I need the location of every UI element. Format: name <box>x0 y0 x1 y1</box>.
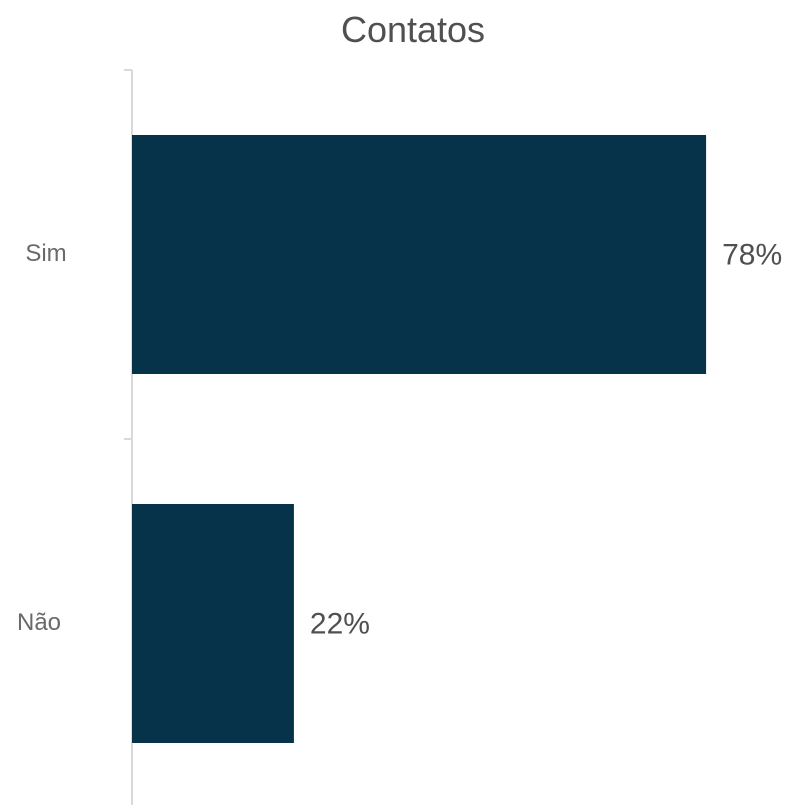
bar-nao <box>132 504 294 743</box>
chart-title: Contatos <box>341 9 485 50</box>
labels-layer: Sim 78% Não 22% <box>17 238 782 640</box>
bar-sim <box>132 135 707 374</box>
data-label: 22% <box>310 607 370 640</box>
category-label: Não <box>17 609 61 636</box>
bars-layer <box>132 135 707 743</box>
data-label: 78% <box>722 238 782 271</box>
category-label: Sim <box>25 240 66 267</box>
axis-layer <box>124 69 133 805</box>
